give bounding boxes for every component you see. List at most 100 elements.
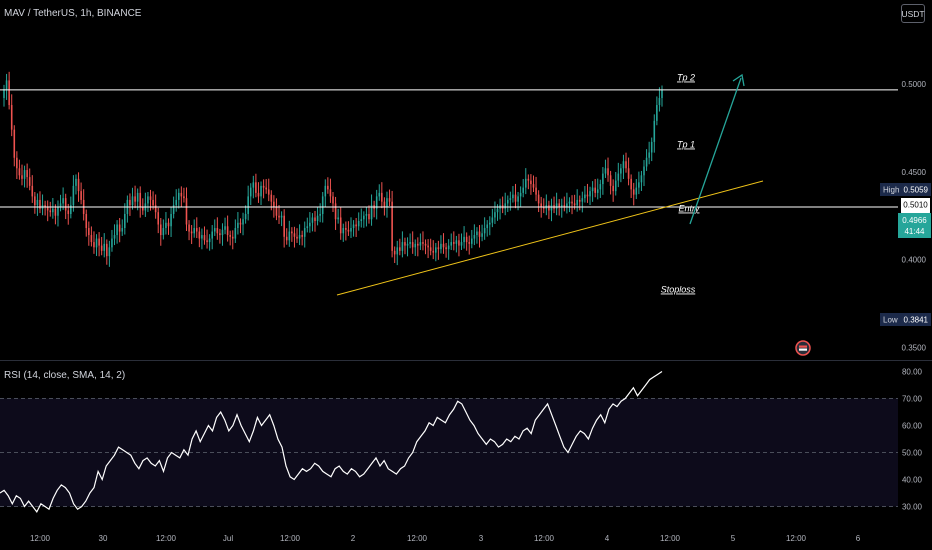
candle-body [455,240,458,244]
rsi-tick-label: 60.00 [902,422,923,431]
candle-body [270,194,273,202]
candle-body [458,240,460,246]
currency-button[interactable]: USDT [901,4,925,23]
candle-body [627,168,630,179]
rsi-axis: 80.00 70.00 60.00 50.00 40.00 30.00 [902,368,923,512]
candle-body [566,203,568,207]
candle-body [249,187,252,197]
candle-body [3,89,5,99]
candle-body [142,206,144,211]
candle-body [460,242,463,246]
candle-body [129,199,131,206]
candle-body [170,213,172,227]
candle-body [31,185,34,197]
candle-body [221,229,224,236]
candle-body [632,189,635,195]
candle-body [401,242,404,251]
candle-body [386,198,388,207]
candle-body [465,236,468,243]
candle-body [288,231,291,241]
candle-body [49,210,52,213]
candle-body [419,242,422,246]
candle-body [183,196,185,199]
candle-body [147,196,149,204]
candle-body [275,206,278,216]
candle-body [90,235,93,243]
candle-body [383,201,386,207]
candle-body [571,201,573,204]
candle-body [584,194,586,199]
candle-body [625,161,627,169]
candle-body [85,213,88,229]
candle-body [424,243,427,246]
candle-body [80,191,82,200]
candle-body [445,247,447,250]
candle-body [139,192,142,207]
candle-body [591,187,594,192]
price-tick-label: 0.4000 [902,256,927,265]
last-price-text: 0.4966 [902,216,927,225]
candle-body [542,206,545,209]
candle-body [375,196,378,209]
candle-body [267,189,270,195]
candle-body [568,201,571,204]
candle-body [301,235,303,237]
projection-arrow[interactable] [689,77,742,225]
candle-body [193,228,195,234]
candle-body [352,224,355,229]
candle-body [18,168,21,176]
candle-body [296,236,298,239]
candle-body [64,198,67,211]
candle-body [602,173,604,185]
candle-body [59,203,62,207]
main-price-pane[interactable]: Tp 20.6471Tp 10.5723EntryStoploss0.4300 … [0,0,931,353]
candle-body [555,203,558,209]
rsi-tick-label: 50.00 [902,449,923,458]
candle-body [491,217,494,223]
candle-body [208,238,211,243]
candle-body [224,226,226,230]
candle-body [321,196,324,214]
candle-body [88,228,90,236]
candle-body [435,247,437,253]
candle-body [108,247,111,257]
candle-body [476,231,478,236]
candle-body [314,217,316,221]
candle-body [77,178,80,192]
candle-body [67,210,70,214]
rsi-series [0,370,663,514]
time-tick-label: 12:00 [156,534,177,543]
candle-body [265,187,267,190]
candle-body [589,191,591,197]
candle-body [558,203,560,207]
candle-body [650,141,653,153]
candle-body [581,198,584,202]
candle-body [363,215,365,220]
candle-body [329,189,332,197]
entry-label: Entry [678,204,700,214]
high-badge-label: High [883,186,899,195]
candle-body [388,198,391,202]
candle-body [106,243,108,257]
rsi-pane[interactable]: 80.00 70.00 60.00 50.00 40.00 30.00 [0,368,923,514]
high-badge-value: 0.5059 [904,186,929,195]
time-tick-label: Jul [223,534,233,543]
stoploss-label: Stoploss [661,285,696,295]
candle-body [339,217,342,234]
candle-body [656,105,658,121]
trendline[interactable] [336,180,764,296]
candle-body [337,217,339,220]
flag-icon[interactable] [795,340,811,356]
candle-body [118,224,121,232]
candle-body [594,187,596,193]
candle-body [473,235,476,239]
countdown-text: 41:44 [904,227,925,236]
price-tick-label: 0.4500 [902,168,927,177]
candle-body [70,205,72,214]
candle-body [368,213,370,220]
candle-body [46,206,49,211]
axis-extra-badge [901,198,930,211]
candle-body [52,208,54,213]
time-tick-label: 12:00 [30,534,51,543]
